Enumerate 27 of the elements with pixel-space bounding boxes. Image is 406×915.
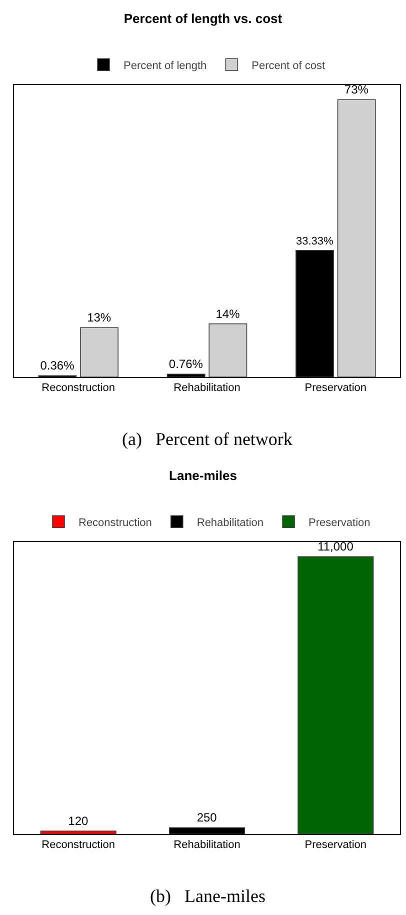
bar [208, 323, 248, 377]
data-label: 250 [196, 810, 218, 825]
data-label: 0.36% [40, 358, 75, 373]
legend-label: Preservation [308, 516, 370, 529]
legend-label: Percent of length [124, 60, 207, 72]
text: (b) Lane-miles [150, 886, 266, 906]
text: (a) Percent of network [122, 429, 292, 449]
x-tick-label: Reconstruction [42, 382, 116, 394]
legend-label: Percent of cost [252, 60, 326, 72]
legend-label: Reconstruction [78, 516, 152, 529]
data-label: 33.33% [296, 236, 334, 248]
chart-title: Lane-miles [169, 468, 237, 483]
data-label: 0.76% [168, 357, 204, 372]
data-label: 73% [344, 82, 369, 97]
legend-label: Rehabilitation [196, 516, 264, 529]
x-tick-label: Rehabilitation [174, 839, 240, 852]
x-tick-label: Rehabilitation [174, 382, 240, 394]
data-label: 13% [87, 310, 112, 325]
bar [337, 99, 376, 377]
data-label: 14% [216, 306, 240, 321]
data-label: 120 [68, 814, 89, 828]
data-label: 11,000 [318, 540, 354, 554]
x-tick-label: Preservation [304, 382, 367, 394]
chart-title: Percent of length vs. cost [124, 10, 283, 26]
x-tick-label: Reconstruction [42, 839, 116, 852]
x-tick-label: Preservation [304, 839, 367, 852]
bar [80, 327, 118, 377]
